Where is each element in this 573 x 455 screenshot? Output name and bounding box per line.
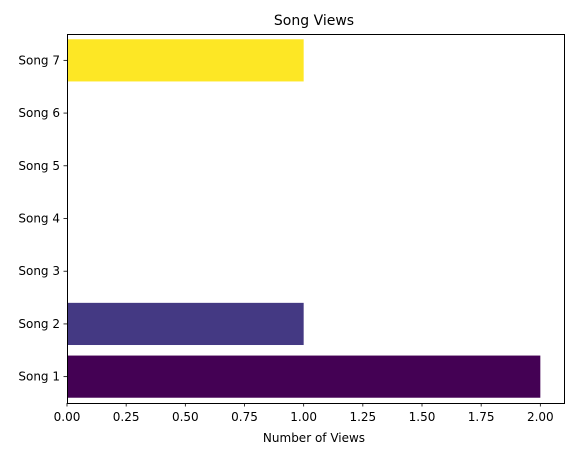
x-tick-label: 1.50	[409, 410, 436, 424]
x-tick-label: 0.25	[113, 410, 140, 424]
x-tick-label: 2.00	[527, 410, 554, 424]
x-tick-label: 1.25	[349, 410, 376, 424]
y-tick-label: Song 4	[18, 212, 60, 226]
x-ticks-group: 0.00 0.25 0.50 0.75 1.00 1.25 1.50 1.75 2.00	[54, 403, 554, 424]
plot-area-frame	[67, 34, 565, 404]
bar-song-1	[67, 355, 541, 398]
y-ticks-group: Song 1 Song 2 Song 3 Song 4 Song 5 Song 6 Song…	[18, 53, 67, 384]
x-tick-label: 0.00	[54, 410, 81, 424]
x-axis-label: Number of Views	[263, 431, 365, 445]
y-tick-label: Song 2	[18, 317, 60, 331]
y-tick-label: Song 3	[18, 264, 60, 278]
y-tick-label: Song 7	[18, 53, 60, 67]
chart-title: Song Views	[274, 13, 354, 29]
x-tick-label: 0.50	[172, 410, 199, 424]
x-tick-label: 1.75	[468, 410, 495, 424]
bars-group	[67, 39, 541, 398]
bar-song-2	[67, 302, 304, 346]
bar-song-7	[67, 39, 304, 82]
y-tick-label: Song 5	[18, 159, 60, 173]
y-tick-label: Song 6	[18, 106, 60, 120]
y-tick-label: Song 1	[18, 370, 60, 384]
x-tick-label: 1.00	[290, 410, 317, 424]
x-tick-label: 0.75	[231, 410, 258, 424]
